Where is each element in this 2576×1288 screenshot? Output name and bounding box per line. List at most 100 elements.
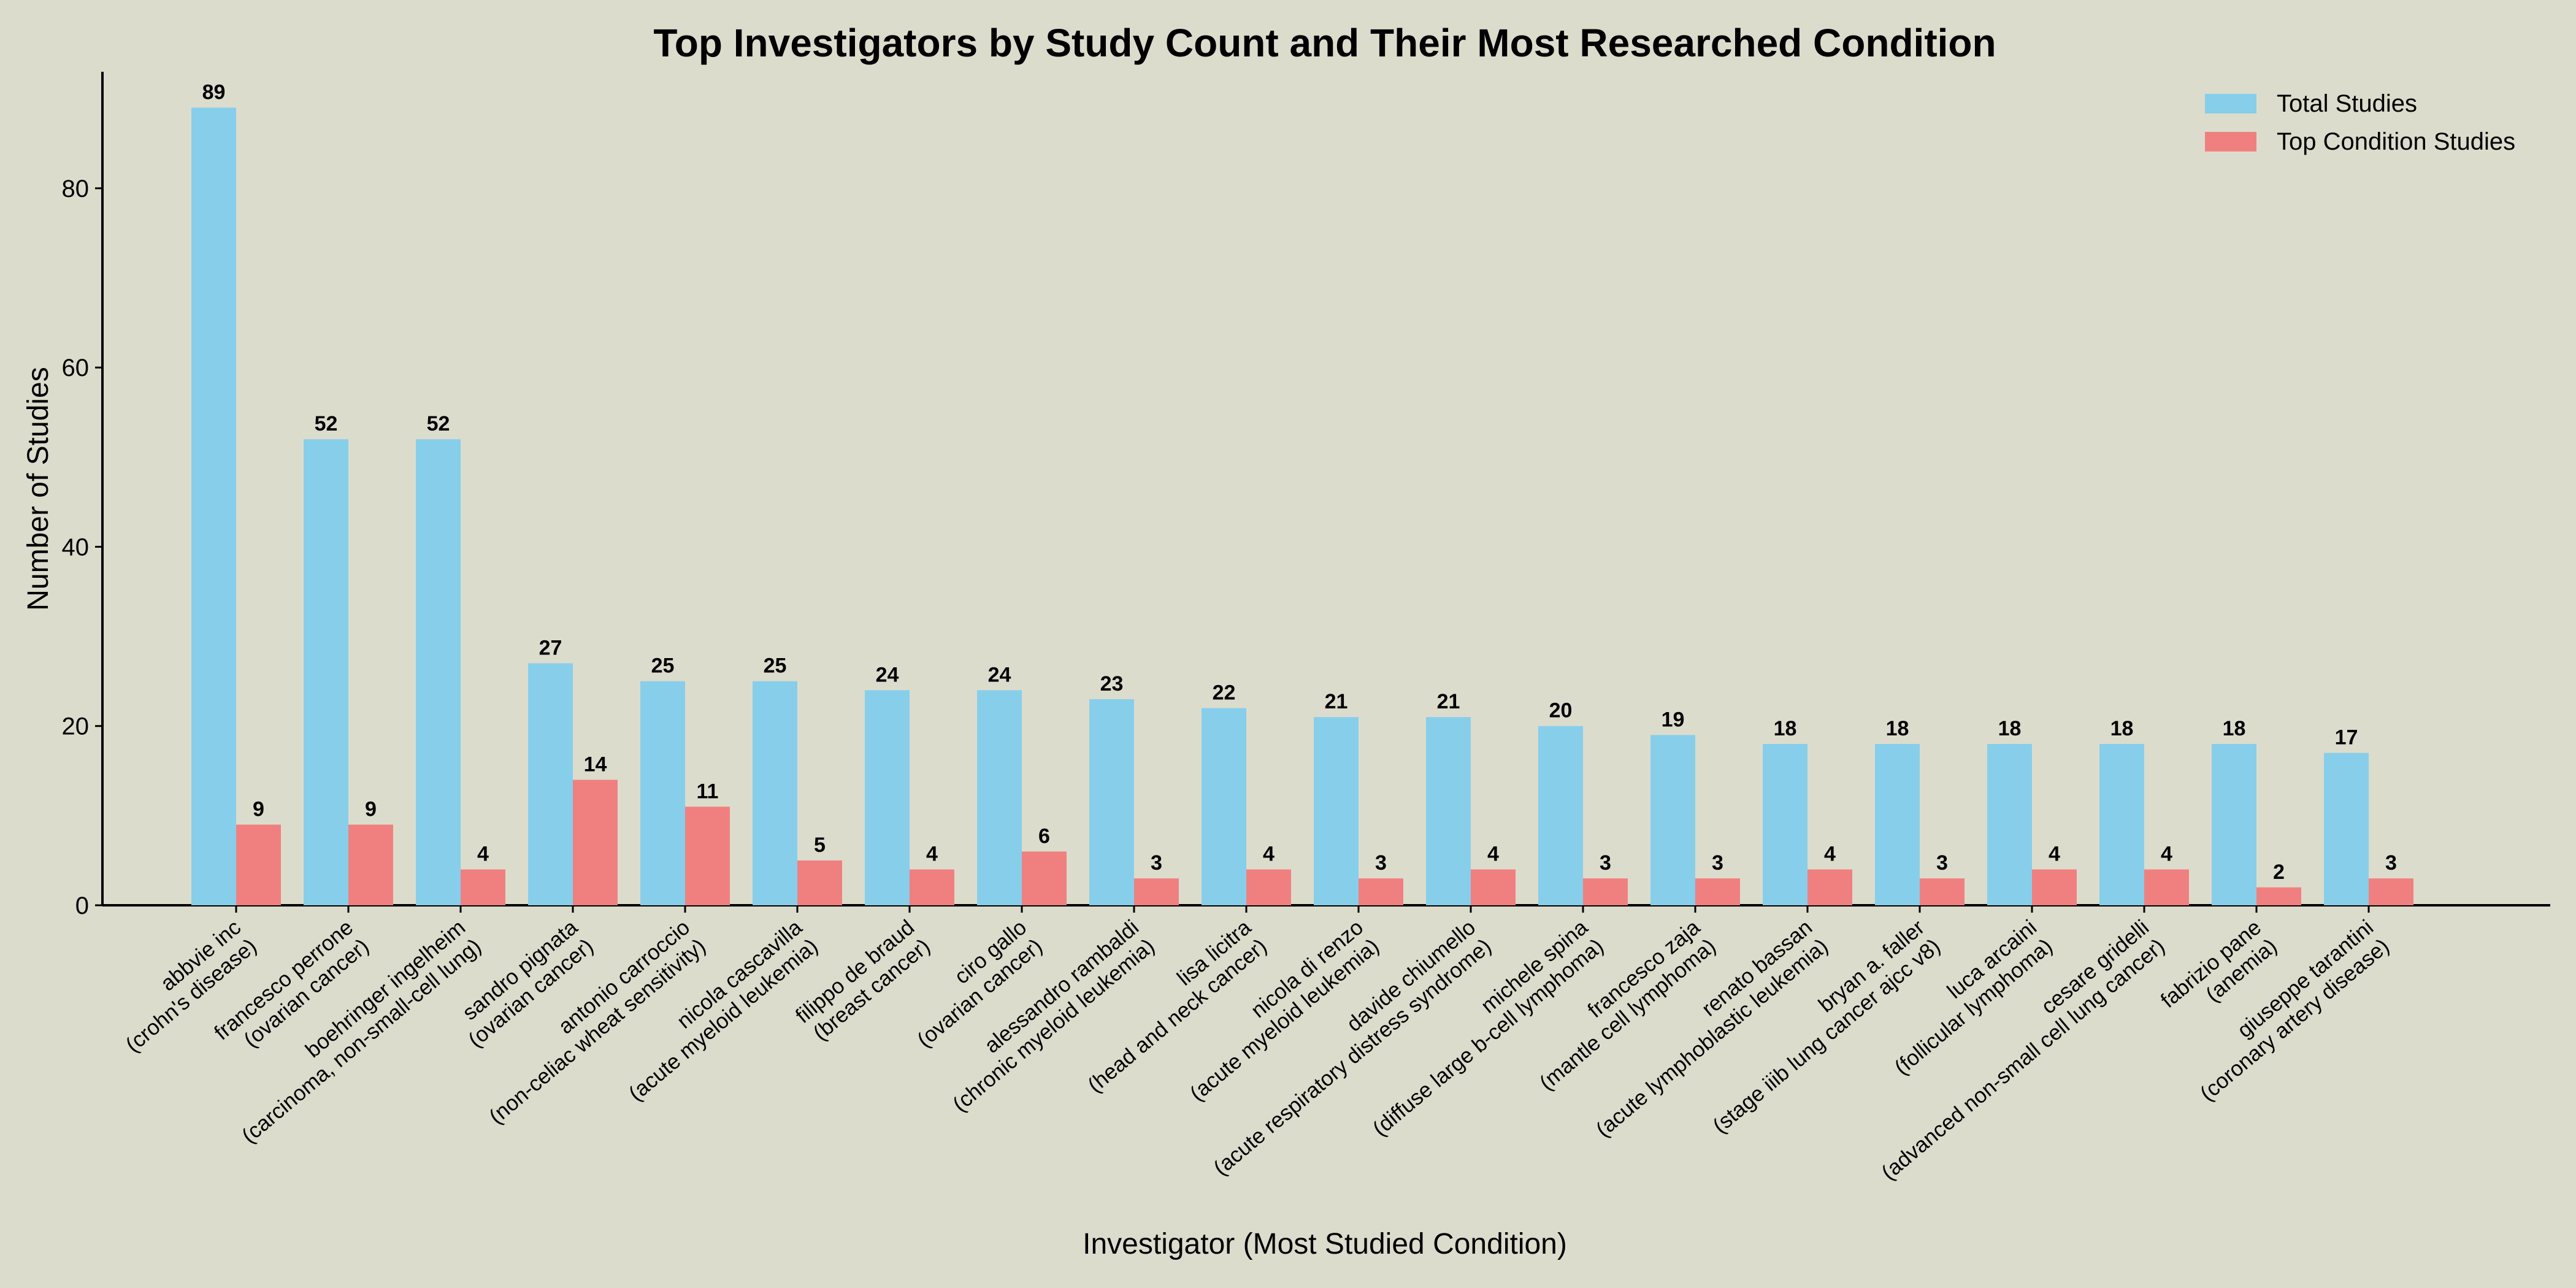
value-label-total-11: 21 xyxy=(1437,690,1460,713)
value-label-total-17: 18 xyxy=(2110,717,2134,740)
legend-swatch-0 xyxy=(2205,94,2256,113)
bar-total-9 xyxy=(1202,708,1246,905)
value-label-top-condition-13: 3 xyxy=(1712,851,1723,875)
value-label-total-12: 20 xyxy=(1549,699,1573,723)
x-tick-label-6: filippo de braud(breast cancer) xyxy=(791,915,935,1046)
value-label-top-condition-12: 3 xyxy=(1600,851,1611,875)
value-label-top-condition-0: 9 xyxy=(253,797,264,821)
y-tick-label-40: 40 xyxy=(62,534,90,561)
bar-top-condition-9 xyxy=(1246,869,1291,905)
value-label-top-condition-19: 3 xyxy=(2385,851,2397,875)
bar-total-4 xyxy=(640,681,685,905)
value-label-total-13: 19 xyxy=(1662,708,1685,731)
value-label-total-18: 18 xyxy=(2223,717,2246,740)
value-label-total-0: 89 xyxy=(202,80,226,104)
bar-total-17 xyxy=(2099,743,2144,905)
bar-total-18 xyxy=(2212,743,2256,905)
bar-top-condition-17 xyxy=(2144,869,2189,905)
bar-total-3 xyxy=(528,663,573,905)
x-tick-label-condition: (acute lymphoblastic leukemia) xyxy=(1592,934,1833,1142)
legend-label-1: Top Condition Studies xyxy=(2277,128,2515,155)
value-label-total-10: 21 xyxy=(1325,690,1348,713)
value-label-top-condition-16: 4 xyxy=(2049,843,2060,866)
bar-total-6 xyxy=(865,690,910,905)
value-label-total-16: 18 xyxy=(1998,717,2022,740)
bar-top-condition-12 xyxy=(1583,878,1628,905)
bar-total-11 xyxy=(1426,717,1471,905)
bar-total-2 xyxy=(416,439,461,905)
bar-total-14 xyxy=(1763,743,1807,905)
legend: Total Studies Top Condition Studies xyxy=(2205,90,2515,155)
value-label-total-6: 24 xyxy=(876,663,899,686)
bar-top-condition-4 xyxy=(685,807,730,905)
bar-total-19 xyxy=(2324,753,2369,905)
value-label-top-condition-17: 4 xyxy=(2161,843,2172,866)
value-label-top-condition-11: 4 xyxy=(1487,843,1499,866)
value-label-top-condition-10: 3 xyxy=(1375,851,1387,875)
x-axis-label: Investigator (Most Studied Condition) xyxy=(1083,1228,1567,1260)
x-tick-label-19: giuseppe tarantini(coronary artery disea… xyxy=(2180,915,2394,1106)
value-label-total-5: 25 xyxy=(764,654,787,678)
bar-top-condition-11 xyxy=(1471,869,1516,905)
value-label-total-4: 25 xyxy=(651,654,675,678)
bar-total-15 xyxy=(1875,743,1920,905)
bar-top-condition-8 xyxy=(1134,878,1179,905)
value-label-top-condition-3: 14 xyxy=(584,753,607,776)
bar-top-condition-6 xyxy=(910,869,954,905)
x-tick-label-condition: (diffuse large b-cell lymphoma) xyxy=(1368,934,1608,1141)
value-label-top-condition-8: 3 xyxy=(1151,851,1162,875)
value-label-top-condition-7: 6 xyxy=(1038,824,1050,848)
bar-top-condition-3 xyxy=(573,780,618,905)
bar-top-condition-5 xyxy=(797,860,842,905)
x-tick-label-condition: (carcinoma, non-small-cell lung) xyxy=(237,934,486,1148)
value-label-total-19: 17 xyxy=(2335,726,2358,749)
value-label-top-condition-5: 5 xyxy=(814,834,826,857)
value-label-total-9: 22 xyxy=(1213,681,1236,705)
bar-total-1 xyxy=(304,439,348,905)
value-label-top-condition-1: 9 xyxy=(365,797,377,821)
bar-total-8 xyxy=(1089,699,1134,905)
x-tick-label-0: abbvie inc(crohn's disease) xyxy=(105,915,261,1057)
bar-top-condition-1 xyxy=(348,824,393,905)
bar-top-condition-2 xyxy=(461,869,505,905)
plot-area: 0 20 40 60 80 89 9 abbvie inc(crohn's disease) 5… xyxy=(62,72,2550,1185)
value-label-total-3: 27 xyxy=(539,636,562,659)
bar-total-13 xyxy=(1650,735,1695,905)
bar-top-condition-7 xyxy=(1022,851,1067,905)
value-label-top-condition-14: 4 xyxy=(1824,843,1836,866)
value-label-top-condition-18: 2 xyxy=(2273,861,2285,884)
legend-swatch-1 xyxy=(2205,132,2256,151)
y-tick-label-20: 20 xyxy=(62,713,90,740)
bar-total-10 xyxy=(1314,717,1359,905)
value-label-total-7: 24 xyxy=(988,663,1011,686)
bar-top-condition-13 xyxy=(1695,878,1740,905)
bar-total-5 xyxy=(753,681,797,905)
chart-title: Top Investigators by Study Count and The… xyxy=(653,21,1996,65)
value-label-top-condition-6: 4 xyxy=(926,843,938,866)
bar-top-condition-16 xyxy=(2032,869,2077,905)
bar-top-condition-10 xyxy=(1359,878,1403,905)
value-label-total-15: 18 xyxy=(1886,717,1909,740)
bar-total-12 xyxy=(1538,726,1583,905)
bar-total-16 xyxy=(1987,743,2032,905)
value-label-top-condition-9: 4 xyxy=(1263,843,1275,866)
value-label-top-condition-4: 11 xyxy=(697,780,719,803)
bar-top-condition-15 xyxy=(1920,878,1965,905)
bar-top-condition-14 xyxy=(1807,869,1852,905)
value-label-total-2: 52 xyxy=(427,412,450,435)
bar-top-condition-19 xyxy=(2369,878,2413,905)
value-label-top-condition-15: 3 xyxy=(1936,851,1948,875)
bar-total-7 xyxy=(977,690,1022,905)
y-tick-label-0: 0 xyxy=(75,892,89,919)
bar-total-0 xyxy=(191,107,236,905)
value-label-total-8: 23 xyxy=(1100,672,1124,696)
y-axis-label: Number of Studies xyxy=(22,367,55,611)
legend-label-0: Total Studies xyxy=(2277,90,2417,117)
value-label-total-14: 18 xyxy=(1774,717,1797,740)
value-label-total-1: 52 xyxy=(315,412,338,435)
bar-top-condition-18 xyxy=(2256,887,2301,905)
y-tick-label-80: 80 xyxy=(62,175,90,202)
bar-top-condition-0 xyxy=(236,824,281,905)
